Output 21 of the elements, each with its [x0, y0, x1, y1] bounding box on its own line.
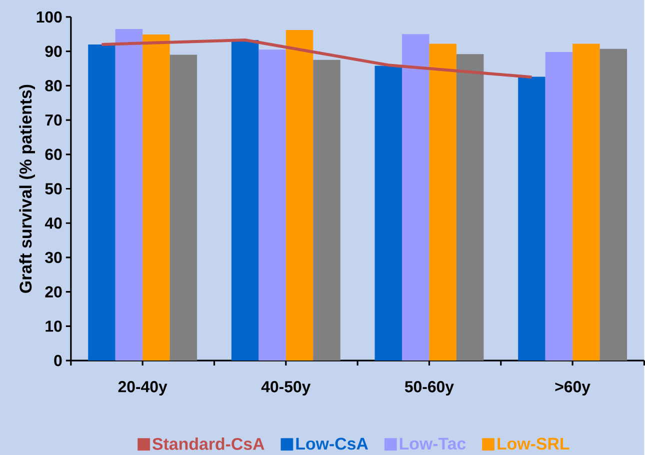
line-series: [100, 38, 534, 78]
y-tick-label: 40: [44, 217, 62, 229]
y-tick-label: 30: [45, 252, 62, 263]
x-tick-label: 40-50y: [261, 380, 311, 396]
y-tick-label: 60: [45, 148, 62, 160]
x-tick-label: 50-60y: [404, 380, 454, 396]
x-tick-label: >60y: [555, 380, 590, 396]
y-tick-label: 70: [45, 114, 62, 126]
legend-label: Low-Tac: [400, 438, 466, 450]
y-tick-label: 0: [54, 354, 62, 366]
x-tick-label: 20-40y: [118, 380, 168, 396]
y-tick-label: 10: [46, 320, 62, 332]
legend-label: Low-SRL: [498, 438, 570, 450]
y-tick-label: 100: [36, 11, 62, 22]
y-tick-label: 90: [45, 45, 62, 57]
y-axis-title: Graft survival (% patients): [19, 84, 36, 293]
y-tick-label: 80: [45, 80, 62, 92]
y-tick-label: 20: [45, 286, 62, 298]
y-tick-label: 50: [45, 182, 62, 194]
legend-label: Low-CsA: [296, 438, 368, 450]
legend-label: Standard-CsA: [152, 437, 264, 450]
